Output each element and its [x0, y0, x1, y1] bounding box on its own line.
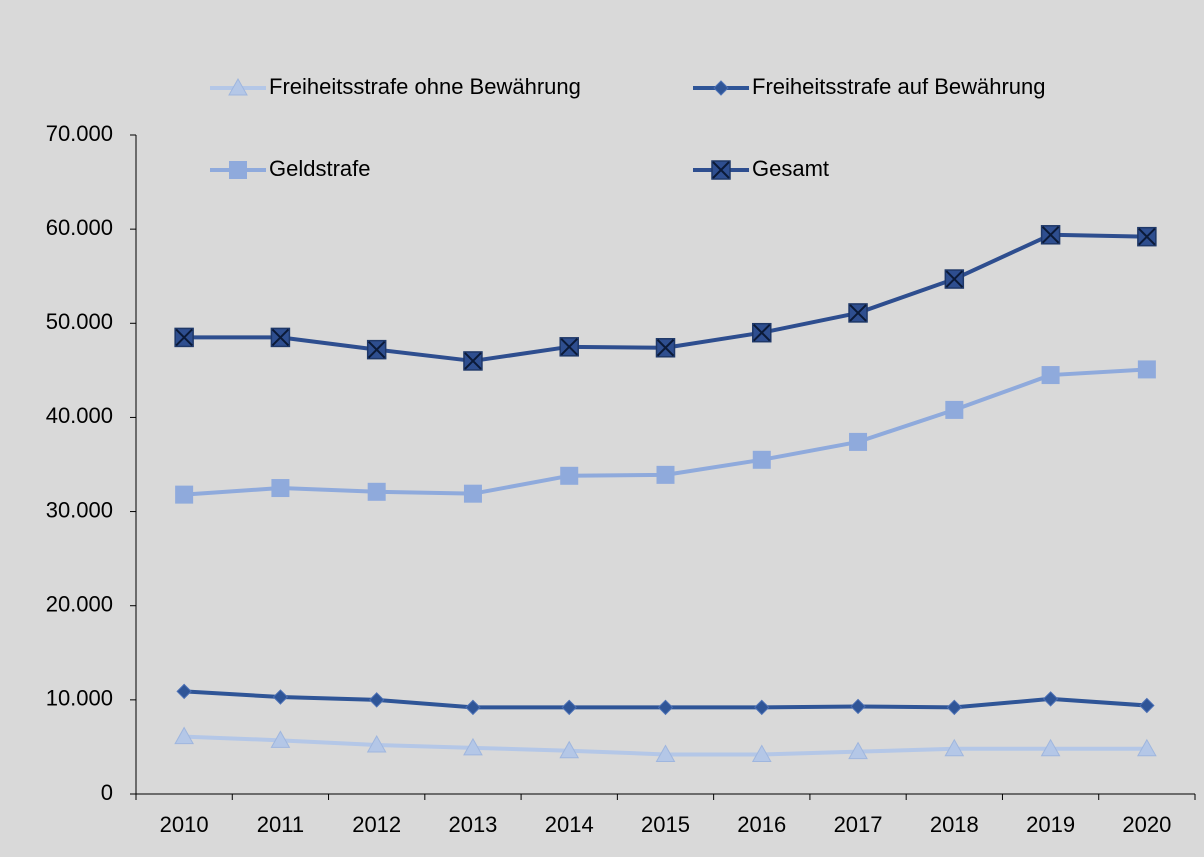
x-tick-label: 2019	[1026, 812, 1075, 837]
x-tick-label: 2016	[737, 812, 786, 837]
marker	[465, 699, 481, 716]
marker-cross	[175, 328, 193, 347]
y-tick-label: 0	[101, 780, 113, 805]
marker	[272, 689, 289, 705]
marker-cross	[367, 340, 386, 359]
marker	[463, 484, 482, 503]
y-tick-label: 10.000	[46, 686, 113, 711]
marker	[1139, 697, 1155, 714]
marker	[463, 737, 483, 756]
x-tick-label: 2010	[160, 812, 209, 837]
marker-cross	[560, 338, 578, 356]
marker	[174, 726, 194, 745]
marker	[751, 744, 772, 762]
marker	[946, 699, 963, 716]
marker	[1137, 226, 1157, 247]
marker-cross	[1041, 226, 1060, 244]
legend-label: Freiheitsstrafe ohne Bewährung	[269, 74, 581, 99]
marker-cross	[464, 352, 482, 370]
marker	[229, 161, 247, 179]
x-tick-label: 2012	[352, 812, 401, 837]
marker	[1137, 738, 1157, 757]
marker	[754, 699, 770, 716]
marker	[368, 692, 385, 708]
marker	[944, 738, 965, 757]
x-tick-label: 2017	[834, 812, 883, 837]
marker	[713, 80, 729, 96]
legend-label: Freiheitsstrafe auf Bewährung	[752, 74, 1046, 99]
marker	[174, 327, 194, 348]
marker	[657, 699, 674, 716]
marker	[559, 337, 579, 357]
marker	[176, 683, 192, 700]
marker	[1041, 366, 1060, 385]
marker	[848, 303, 868, 323]
marker-cross	[712, 161, 730, 179]
marker-cross	[849, 304, 867, 322]
marker	[366, 339, 387, 360]
x-tick-label: 2013	[448, 812, 497, 837]
marker	[752, 322, 772, 343]
marker	[848, 741, 868, 760]
marker	[463, 351, 483, 371]
marker	[655, 744, 676, 762]
marker	[560, 466, 579, 485]
marker	[752, 450, 771, 469]
marker	[1042, 691, 1059, 707]
marker-cross	[1138, 227, 1156, 246]
y-tick-label: 30.000	[46, 497, 113, 522]
y-tick-label: 50.000	[46, 309, 113, 334]
marker	[367, 482, 386, 501]
y-tick-label: 20.000	[46, 592, 113, 617]
marker	[271, 479, 290, 498]
marker	[656, 465, 675, 484]
marker	[270, 327, 291, 348]
x-tick-label: 2020	[1122, 812, 1171, 837]
x-tick-label: 2015	[641, 812, 690, 837]
marker	[366, 735, 387, 753]
marker	[849, 432, 868, 451]
marker	[655, 338, 676, 358]
marker	[944, 269, 965, 289]
marker	[228, 77, 248, 96]
marker	[1040, 738, 1061, 757]
marker	[559, 740, 580, 759]
legend-label: Gesamt	[752, 156, 829, 181]
y-tick-label: 70.000	[46, 121, 113, 146]
marker	[711, 160, 731, 180]
marker-cross	[945, 270, 964, 288]
x-tick-label: 2018	[930, 812, 979, 837]
legend-label: Geldstrafe	[269, 156, 371, 181]
marker-cross	[753, 323, 771, 342]
marker	[1137, 360, 1156, 379]
x-tick-label: 2011	[257, 812, 304, 837]
marker	[1040, 225, 1061, 245]
y-tick-label: 60.000	[46, 215, 113, 240]
marker-cross	[271, 328, 290, 347]
marker	[270, 730, 291, 748]
x-tick-label: 2014	[545, 812, 594, 837]
marker	[561, 699, 577, 716]
marker	[945, 400, 964, 419]
marker-cross	[656, 339, 675, 357]
marker	[175, 485, 194, 504]
marker	[850, 698, 866, 715]
y-tick-label: 40.000	[46, 403, 113, 428]
